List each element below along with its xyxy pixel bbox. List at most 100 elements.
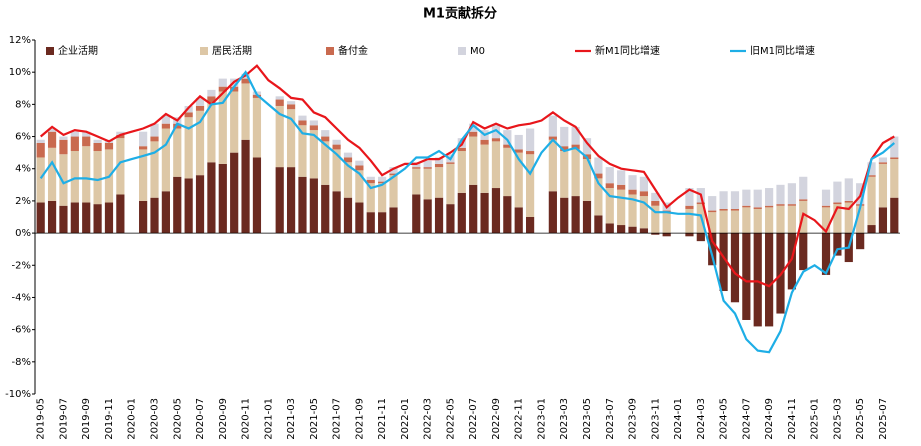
bar-segment — [742, 189, 751, 206]
bar-segment — [195, 175, 205, 234]
bar-segment — [844, 178, 853, 201]
bar-segment — [298, 120, 307, 126]
y-tick-label: 0% — [15, 228, 31, 239]
bar-segment — [47, 200, 57, 234]
bar-segment — [651, 233, 660, 235]
bar-segment — [787, 233, 796, 290]
bar-segment — [139, 131, 148, 147]
bar-segment — [195, 110, 205, 176]
bar-segment — [582, 200, 592, 234]
legend-label: M0 — [470, 46, 485, 57]
x-tick-label: 2025-01 — [810, 398, 821, 440]
bar-segment — [434, 157, 444, 164]
bar-segment — [423, 199, 432, 234]
bar-segment — [82, 136, 91, 147]
bar-segment — [446, 204, 455, 234]
bar-segment — [343, 162, 353, 198]
bar-segment — [708, 233, 717, 266]
bar-segment — [309, 125, 318, 131]
bar-segment — [366, 183, 375, 213]
bar-segment — [730, 208, 740, 211]
bar-segment — [36, 157, 45, 203]
bar-segment — [821, 189, 831, 206]
x-tick-label: 2019-11 — [104, 398, 115, 440]
bar-segment — [594, 173, 603, 179]
bar-segment — [47, 147, 57, 201]
bar-segment — [605, 183, 614, 189]
y-tick-label: -2% — [12, 260, 31, 271]
bar-segment — [560, 151, 569, 198]
bar-segment — [617, 170, 626, 185]
bar-segment — [412, 167, 421, 169]
bar-segment — [434, 197, 444, 234]
legend-swatch — [200, 47, 208, 55]
bar-segment — [184, 112, 193, 118]
bar-segment — [355, 160, 364, 166]
bar-segment — [662, 212, 671, 234]
bar-segment — [389, 175, 398, 208]
bar-segment — [753, 208, 762, 234]
bar-segment — [321, 184, 330, 234]
bar-segment — [116, 138, 125, 195]
bar-segment — [195, 97, 205, 106]
x-tick-label: 2021-05 — [309, 398, 320, 440]
x-tick-label: 2020-09 — [218, 398, 229, 440]
bar-segment — [878, 157, 888, 163]
bar-segment — [378, 212, 387, 234]
bar-segment — [59, 139, 68, 155]
bar-segment — [662, 233, 671, 237]
y-tick-label: 10% — [9, 67, 31, 78]
x-tick-label: 2020-07 — [195, 398, 206, 440]
bar-segment — [378, 183, 387, 213]
x-tick-label: 2022-09 — [491, 398, 502, 440]
y-tick-label: 8% — [15, 99, 31, 110]
bar-segment — [116, 131, 125, 135]
bar-segment — [469, 136, 478, 185]
bar-segment — [469, 131, 478, 137]
bar-segment — [343, 197, 353, 234]
x-tick-label: 2022-11 — [514, 398, 525, 440]
x-tick-label: 2021-09 — [354, 398, 365, 440]
x-tick-label: 2023-01 — [536, 398, 547, 440]
legend-swatch — [326, 47, 334, 55]
bar-segment — [241, 83, 250, 140]
bar-segment — [275, 99, 284, 106]
bar-segment — [628, 175, 637, 190]
bar-segment — [867, 176, 876, 226]
bar-segment — [730, 210, 740, 234]
bar-segment — [719, 210, 728, 234]
bar-segment — [617, 225, 626, 234]
bar-segment — [207, 96, 216, 103]
bar-segment — [161, 123, 170, 129]
bar-segment — [343, 157, 353, 163]
bar-segment — [628, 194, 637, 227]
bar-segment — [526, 154, 535, 217]
bar-segment — [150, 123, 159, 137]
bar-segment — [753, 189, 762, 208]
legend-label: 备付金 — [338, 44, 368, 57]
bar-segment — [730, 233, 740, 303]
x-tick-label: 2020-05 — [172, 398, 183, 440]
bar-segment — [503, 130, 512, 145]
bar-segment — [651, 205, 660, 234]
bar-segment — [139, 200, 148, 234]
bar-segment — [856, 233, 865, 250]
bar-segment — [628, 189, 637, 195]
bar-segment — [412, 194, 421, 234]
bar-segment — [560, 197, 569, 234]
bar-segment — [70, 136, 79, 152]
bar-segment — [890, 197, 899, 234]
bar-segment — [878, 207, 888, 234]
bar-segment — [321, 141, 330, 185]
bar-segment — [207, 89, 216, 97]
bar-segment — [446, 163, 455, 205]
bar-segment — [765, 207, 774, 234]
bar-segment — [503, 196, 512, 234]
bar-segment — [571, 196, 580, 234]
bar-segment — [275, 105, 284, 168]
bar-segment — [719, 208, 728, 211]
x-tick-label: 2024-01 — [673, 398, 684, 440]
x-tick-label: 2019-05 — [36, 398, 47, 440]
x-tick-label: 2025-03 — [832, 398, 843, 440]
